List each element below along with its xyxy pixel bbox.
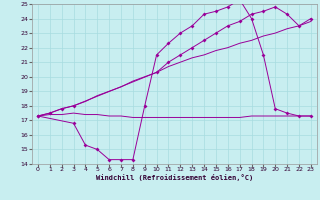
- X-axis label: Windchill (Refroidissement éolien,°C): Windchill (Refroidissement éolien,°C): [96, 174, 253, 181]
